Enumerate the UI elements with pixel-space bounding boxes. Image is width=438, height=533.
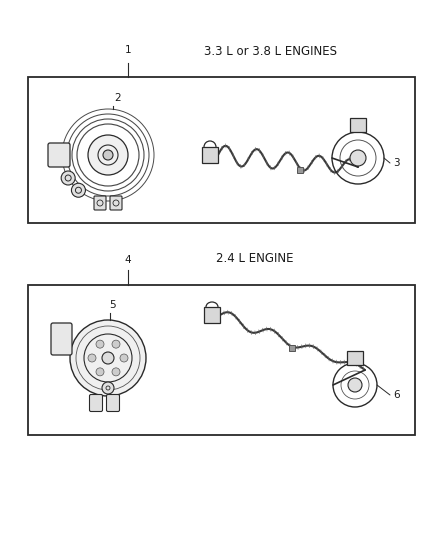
- Bar: [28, 285, 415, 435]
- Text: 3: 3: [393, 158, 399, 168]
- Circle shape: [88, 354, 96, 362]
- FancyBboxPatch shape: [110, 196, 122, 210]
- Text: 1: 1: [125, 45, 131, 55]
- FancyBboxPatch shape: [48, 143, 70, 167]
- Circle shape: [96, 340, 104, 348]
- Bar: [350, 118, 366, 132]
- Text: 3.3 L or 3.8 L ENGINES: 3.3 L or 3.8 L ENGINES: [204, 45, 336, 58]
- Circle shape: [88, 135, 128, 175]
- Circle shape: [102, 352, 114, 364]
- Circle shape: [350, 150, 366, 166]
- Bar: [297, 167, 303, 173]
- Text: 4: 4: [125, 255, 131, 265]
- Text: 6: 6: [393, 390, 399, 400]
- Circle shape: [120, 354, 128, 362]
- Circle shape: [112, 340, 120, 348]
- Bar: [202, 147, 218, 163]
- FancyBboxPatch shape: [51, 323, 72, 355]
- Circle shape: [71, 183, 85, 197]
- Bar: [204, 307, 220, 323]
- Circle shape: [102, 382, 114, 394]
- FancyBboxPatch shape: [94, 196, 106, 210]
- Circle shape: [96, 368, 104, 376]
- Circle shape: [103, 150, 113, 160]
- Bar: [289, 344, 295, 351]
- Circle shape: [348, 378, 362, 392]
- Circle shape: [70, 320, 146, 396]
- Circle shape: [112, 368, 120, 376]
- FancyBboxPatch shape: [89, 394, 102, 411]
- Text: 2.4 L ENGINE: 2.4 L ENGINE: [216, 252, 294, 265]
- Bar: [347, 351, 363, 365]
- Circle shape: [61, 171, 75, 185]
- Text: 5: 5: [110, 300, 117, 310]
- Bar: [28, 77, 415, 223]
- Text: 2: 2: [115, 93, 121, 103]
- FancyBboxPatch shape: [106, 394, 120, 411]
